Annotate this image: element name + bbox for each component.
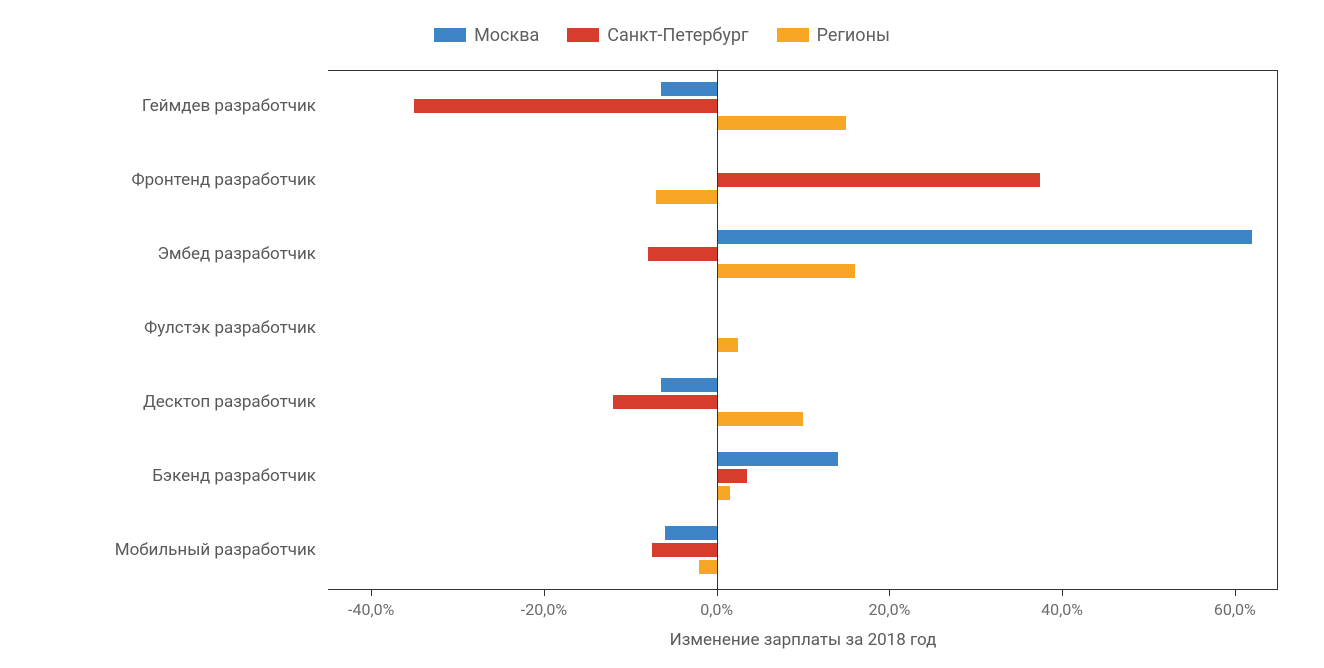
legend-label: Москва	[474, 25, 539, 46]
x-tick-label: 0,0%	[700, 600, 733, 619]
legend-label: Санкт-Петербург	[607, 25, 748, 46]
legend-item: Регионы	[777, 25, 890, 46]
category-label: Геймдев разработчик	[142, 96, 316, 116]
legend-item: Москва	[434, 25, 539, 46]
x-tick	[1235, 590, 1236, 596]
zero-line	[717, 70, 718, 590]
x-tick-label: 40,0%	[1041, 600, 1083, 619]
plot-frame	[328, 70, 1278, 590]
legend-swatch	[434, 28, 466, 42]
salary-change-chart: Москва Санкт-Петербург Регионы Изменение з…	[0, 0, 1324, 668]
x-axis-title: Изменение зарплаты за 2018 год	[328, 630, 1278, 650]
x-tick	[1062, 590, 1063, 596]
category-label: Фулстэк разработчик	[144, 318, 316, 338]
legend: Москва Санкт-Петербург Регионы	[0, 0, 1324, 56]
legend-swatch	[567, 28, 599, 42]
category-label: Мобильный разработчик	[115, 540, 316, 560]
category-label: Бэкенд разработчик	[152, 466, 316, 486]
x-tick-label: 20,0%	[868, 600, 910, 619]
x-tick-label: -40,0%	[348, 600, 394, 619]
x-tick-label: 60,0%	[1214, 600, 1256, 619]
category-label: Фронтенд разработчик	[131, 170, 316, 190]
x-tick-label: -20,0%	[521, 600, 567, 619]
legend-swatch	[777, 28, 809, 42]
legend-label: Регионы	[817, 25, 890, 46]
x-tick	[889, 590, 890, 596]
category-label: Десктоп разработчик	[143, 392, 316, 412]
x-tick	[717, 590, 718, 596]
category-label: Эмбед разработчик	[157, 244, 316, 264]
x-tick	[544, 590, 545, 596]
legend-item: Санкт-Петербург	[567, 25, 748, 46]
x-tick	[371, 590, 372, 596]
